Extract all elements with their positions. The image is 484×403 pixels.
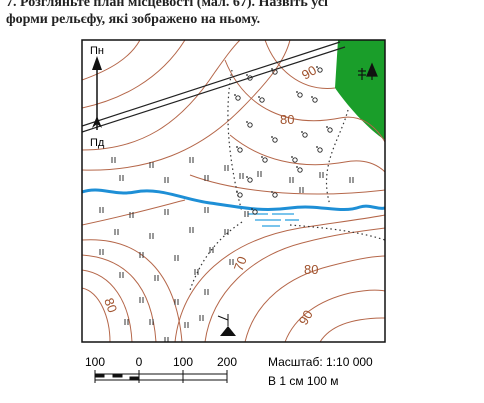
contour-label: 80 (304, 262, 318, 277)
scale-label: 200 (217, 355, 237, 369)
shrub (247, 122, 253, 128)
contour-label: 80 (280, 112, 294, 127)
shrub-dot (261, 156, 263, 158)
shrub (297, 92, 303, 98)
task-line: 7. Розгляньте план місцевості (мал. 67).… (6, 0, 328, 10)
shrub (262, 157, 268, 163)
shrub-dot (258, 96, 260, 98)
scale-ratio: Масштаб: 1:10 000 (268, 355, 373, 369)
contour-label: 90 (296, 307, 316, 327)
map-frame (81, 39, 386, 343)
shrub (259, 97, 265, 103)
shrub (317, 67, 323, 73)
shrub-dot (251, 208, 253, 210)
shrub-dot (301, 131, 303, 133)
shrub (312, 97, 318, 103)
shrub-dot (311, 96, 313, 98)
shrubs (234, 66, 333, 215)
shrub-dot (296, 91, 298, 93)
shrub (237, 192, 243, 198)
shrub-dot (316, 146, 318, 148)
contour-label: 70 (231, 254, 250, 273)
task-line: форми рельєфу, які зображено на ньому. (6, 12, 261, 27)
shrub-border (325, 109, 349, 206)
contours (82, 40, 385, 342)
contour-label: 80 (101, 296, 120, 315)
shrub (237, 147, 243, 153)
shrub-dot (246, 74, 248, 76)
shrub-dot (271, 136, 273, 138)
shrub-border (227, 69, 243, 213)
shrub (247, 177, 253, 183)
shrub (317, 147, 323, 153)
shrub-dot (296, 166, 298, 168)
survey-point (217, 314, 236, 336)
meadow (99, 157, 354, 342)
shrub (272, 69, 278, 75)
shrub-dot (271, 191, 273, 193)
north-label: Пн (90, 45, 104, 57)
shrub (302, 132, 308, 138)
task-text: 7. Розгляньте план місцевості (мал. 67).… (6, 0, 484, 28)
contour-label: 90 (299, 62, 319, 82)
marsh (248, 213, 299, 227)
shrub-dot (246, 121, 248, 123)
shrub (235, 95, 241, 101)
shrub-dot (234, 94, 236, 96)
tree-icon (358, 62, 378, 80)
shrub-dot (236, 146, 238, 148)
shrub (272, 192, 278, 198)
shrub (292, 157, 298, 163)
shrub-dot (316, 66, 318, 68)
road (82, 41, 346, 133)
meadow-border (189, 221, 243, 291)
shrub-dot (271, 68, 273, 70)
scale-label: 0 (136, 355, 143, 369)
shrub-dot (291, 156, 293, 158)
shrub-dot (246, 176, 248, 178)
scale-label: 100 (173, 355, 193, 369)
south-label: Пд (90, 137, 105, 149)
shrub (247, 75, 253, 81)
river (82, 188, 385, 211)
forest (335, 40, 385, 140)
scale-label: 100 (85, 355, 105, 369)
scale-note: В 1 см 100 м (268, 374, 339, 388)
shrub-dot (326, 126, 328, 128)
shrub (297, 167, 303, 173)
shrub (327, 127, 333, 133)
north-arrow (92, 56, 102, 130)
map-body: 90 80 70 80 90 80 (82, 40, 385, 342)
shrub (252, 209, 258, 215)
scale-bar (94, 370, 228, 383)
shrub-dot (236, 191, 238, 193)
shrub (272, 137, 278, 143)
